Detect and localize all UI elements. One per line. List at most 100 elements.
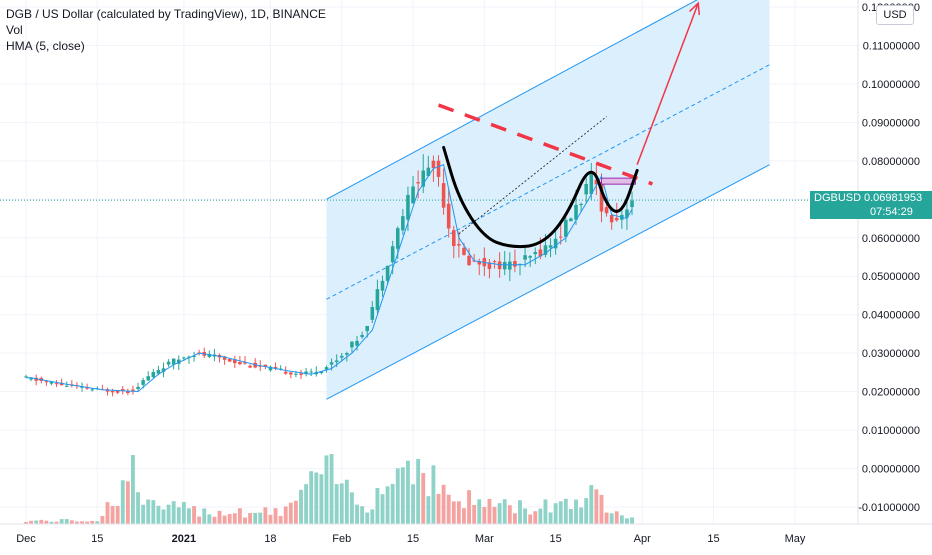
candle-body <box>334 360 339 363</box>
volume-bar <box>187 508 191 524</box>
candle-body <box>497 261 502 270</box>
volume-bar <box>492 506 497 524</box>
candle-body <box>431 160 436 169</box>
candle-body <box>523 255 527 260</box>
candle-body <box>360 334 364 338</box>
candle-body <box>594 179 599 185</box>
candle-body <box>268 366 273 371</box>
volume-bar <box>176 507 181 524</box>
time-tick-label: Dec <box>16 533 36 545</box>
legend-symbol-line: DGB / US Dollar (calculated by TradingVi… <box>6 7 326 21</box>
candle-body <box>289 372 293 375</box>
volume-bar <box>125 481 130 524</box>
volume-bar <box>151 500 156 524</box>
volume-bar <box>243 517 247 524</box>
volume-bar <box>314 472 319 524</box>
volume-bar <box>400 467 405 524</box>
volume-bar <box>512 513 517 524</box>
candle-body <box>446 203 451 229</box>
volume-bar <box>619 515 624 524</box>
candle-body <box>584 184 588 195</box>
candle-body <box>156 370 161 374</box>
price-tick-label: 0.06000000 <box>862 233 920 245</box>
volume-bar <box>181 502 186 524</box>
candle-body <box>126 391 130 394</box>
volume-bar <box>207 514 212 524</box>
candle-body <box>258 365 263 367</box>
volume-bar <box>416 458 421 524</box>
marker-box <box>600 177 636 185</box>
volume-bar <box>543 499 548 524</box>
candle-body <box>207 353 212 357</box>
volume-bar <box>375 487 380 524</box>
volume-bar <box>411 484 415 524</box>
candle-body <box>365 325 369 332</box>
price-tick-label: 0.09000000 <box>862 117 920 129</box>
candle-body <box>406 194 410 220</box>
volume-bar <box>253 512 258 524</box>
volume-bar <box>171 501 176 524</box>
candle-body <box>34 377 38 381</box>
candle-body <box>467 255 471 266</box>
price-tick-label: 0.10000000 <box>862 79 920 91</box>
candle-body <box>339 355 344 358</box>
candle-body <box>380 280 385 291</box>
candle-body <box>151 371 156 378</box>
price-tick-label: 0.03000000 <box>862 348 920 360</box>
volume-bar <box>477 499 482 524</box>
candle-body <box>625 209 629 218</box>
volume-bar <box>263 507 268 524</box>
volume-bar <box>258 512 263 524</box>
volume-bar <box>248 512 253 524</box>
candle-body <box>110 390 115 393</box>
candle-body <box>141 380 145 385</box>
candle-body <box>283 371 288 374</box>
volume-bar <box>110 505 115 524</box>
volume-bar <box>365 512 370 524</box>
currency-button[interactable]: USD <box>876 5 914 25</box>
volume-bar <box>192 506 196 524</box>
price-tick-label: 0.04000000 <box>862 310 920 322</box>
candle-body <box>238 361 242 365</box>
volume-bar <box>385 486 390 524</box>
volume-bar <box>446 494 451 524</box>
candle-body <box>233 359 237 364</box>
channel-fill <box>326 0 770 400</box>
volume-bar <box>395 468 400 524</box>
candle-body <box>345 353 349 355</box>
volume-bar <box>166 504 171 524</box>
candle-body <box>273 366 278 369</box>
candle-body <box>462 247 466 255</box>
time-axis: Dec 15 2021 18 Feb 15 Mar 15 Apr 15 May <box>16 533 806 545</box>
candle-body <box>171 358 176 365</box>
volume-bar <box>436 493 441 524</box>
candle-body <box>85 387 89 389</box>
time-tick-label: Mar <box>475 533 494 545</box>
volume-bar <box>197 516 202 524</box>
candle-body <box>477 261 482 265</box>
candle-body <box>528 256 532 258</box>
volume-bar <box>625 518 629 524</box>
candle-body <box>192 355 196 357</box>
candle-body <box>421 170 426 187</box>
volume-bar <box>472 505 477 524</box>
candle-body <box>436 160 441 177</box>
candle-body <box>324 367 329 370</box>
candle-body <box>558 236 563 238</box>
time-tick-label: Apr <box>634 533 651 545</box>
candle-body <box>395 228 400 249</box>
volume-bar <box>451 501 456 524</box>
time-tick-label: 15 <box>550 533 562 545</box>
candle-body <box>457 244 461 246</box>
volume-bar <box>29 520 34 524</box>
volume-bar <box>441 484 446 524</box>
candle-body <box>390 246 395 263</box>
volume-bar <box>59 519 64 524</box>
candle-body <box>543 245 548 255</box>
legend-hma-line: HMA (5, close) <box>6 39 85 53</box>
volume-bar <box>558 501 563 524</box>
volume-bar <box>304 484 309 524</box>
price-tick-label: 0.08000000 <box>862 156 920 168</box>
